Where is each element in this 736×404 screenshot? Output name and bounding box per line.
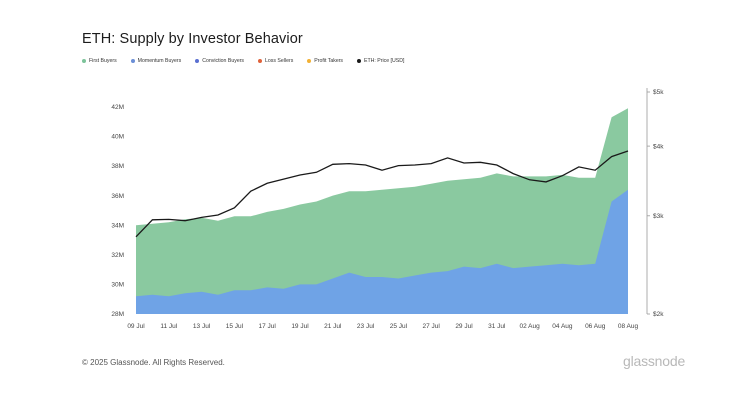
legend-dot-icon (130, 59, 135, 63)
x-tick-label: 13 Jul (193, 323, 211, 330)
y-right-tick-label: $2k (653, 311, 664, 318)
legend-dot-icon (258, 59, 263, 63)
legend-label: Conviction Buyers (202, 58, 245, 64)
legend-label: ETH: Price [USD] (364, 58, 405, 64)
x-tick-label: 25 Jul (390, 323, 408, 330)
y-left-tick-label: 32M (111, 252, 124, 259)
legend-item[interactable]: Momentum Buyers (130, 58, 182, 64)
legend-dot-icon (82, 59, 86, 63)
y-left-tick-label: 36M (111, 193, 124, 200)
legend-dot-icon (307, 59, 312, 63)
legend-item[interactable]: ETH: Price [USD] (357, 58, 404, 64)
legend-label: Momentum Buyers (137, 58, 182, 64)
y-left-tick-label: 42M (111, 104, 124, 111)
y-right-tick-label: $4k (653, 143, 664, 150)
legend-item[interactable]: Loss Sellers (258, 58, 293, 64)
x-tick-label: 23 Jul (357, 323, 375, 330)
x-tick-label: 02 Aug (519, 323, 540, 330)
y-left-tick-label: 28M (111, 311, 124, 318)
brand-logo-text: glassnode (623, 353, 686, 369)
legend-item[interactable]: First Buyers (82, 58, 117, 64)
x-tick-label: 31 Jul (488, 323, 506, 330)
x-tick-label: 17 Jul (259, 323, 277, 330)
y-right-tick-label: $5k (653, 89, 664, 96)
series-line-eth-price (135, 150, 629, 238)
x-tick-label: 04 Aug (552, 323, 573, 330)
x-tick-label: 11 Jul (160, 323, 177, 330)
legend-dot-icon (195, 59, 200, 63)
chart-title: ETH: Supply by Investor Behavior (82, 31, 303, 47)
series-area-first-buyers (136, 108, 628, 314)
y-left-tick-label: 34M (111, 222, 124, 229)
legend-item[interactable]: Conviction Buyers (195, 58, 244, 64)
chart-legend: First Buyers Momentum Buyers Conviction Bu… (82, 58, 404, 64)
legend-item[interactable]: Profit Takers (307, 58, 343, 64)
legend-label: First Buyers (89, 58, 117, 64)
y-left-tick-label: 40M (111, 134, 124, 141)
legend-label: Profit Takers (314, 58, 344, 64)
x-tick-label: 15 Jul (226, 323, 244, 330)
copyright-text: © 2025 Glassnode. All Rights Reserved. (82, 358, 225, 367)
series-area-momentum-buyers (136, 189, 628, 314)
x-tick-label: 19 Jul (291, 323, 309, 330)
x-tick-label: 08 Aug (618, 323, 639, 330)
y-left-tick-label: 38M (111, 163, 124, 170)
y-left-tick-label: 30M (111, 282, 124, 289)
legend-dot-icon (357, 59, 362, 63)
y-right-tick-label: $3k (653, 213, 664, 220)
x-tick-label: 27 Jul (423, 323, 441, 330)
x-tick-label: 29 Jul (455, 323, 473, 330)
x-tick-label: 06 Aug (585, 323, 606, 330)
legend-label: Loss Sellers (265, 58, 294, 64)
x-tick-label: 21 Jul (324, 323, 342, 330)
x-tick-label: 09 Jul (127, 323, 145, 330)
